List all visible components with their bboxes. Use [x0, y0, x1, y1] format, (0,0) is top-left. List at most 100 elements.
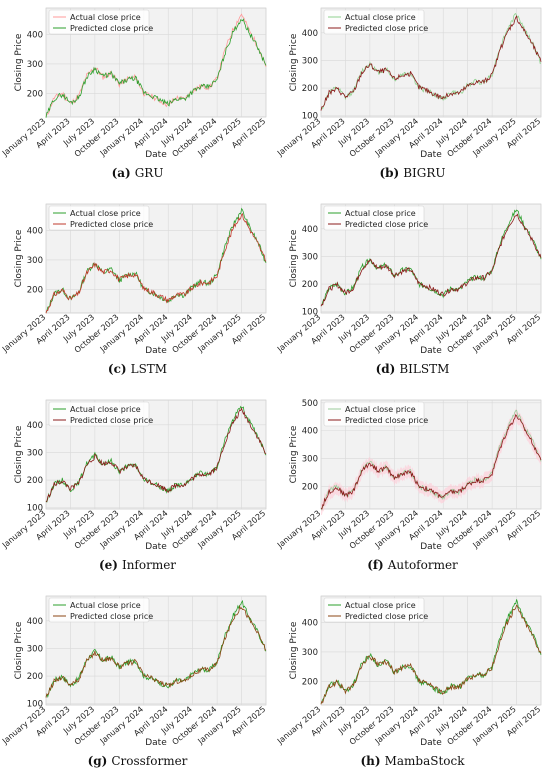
legend: Actual close price Predicted close price: [323, 9, 428, 35]
legend-label: Predicted close price: [70, 612, 153, 621]
legend-label: Actual close price: [70, 601, 141, 610]
series-predicted-close-price: [320, 413, 542, 510]
legend-label: Actual close price: [70, 405, 141, 414]
caption-letter: (g): [87, 754, 108, 768]
legend-frame: [48, 401, 150, 427]
y-tick-label: 200: [302, 280, 318, 290]
y-tick-label: 200: [27, 476, 43, 486]
y-tick-label: 400: [302, 427, 318, 437]
y-tick-label: 100: [302, 112, 318, 122]
y-tick-label: 400: [302, 225, 318, 235]
panel-caption: (a) GRU: [0, 166, 275, 180]
series-actual-close-price: [45, 405, 267, 503]
y-tick-label: 300: [27, 644, 43, 654]
panel-caption: (f) Autoformer: [275, 558, 550, 572]
x-axis-label: Date: [145, 542, 167, 552]
panel-caption: (b) BIGRU: [275, 166, 550, 180]
y-tick-label: 400: [302, 619, 318, 629]
caption-model-name: BILSTM: [399, 362, 450, 376]
series-predicted-close-price: [320, 604, 542, 705]
series-actual-close-price: [320, 409, 542, 511]
x-axis-label: Date: [420, 738, 442, 748]
legend-label: Actual close price: [345, 601, 416, 610]
y-axis-label: Closing Price: [14, 33, 24, 91]
chart-panel-informer: 100 200 300 400 January 2023 April 2023 July 2…: [0, 392, 275, 588]
series-predicted-close-price: [320, 15, 542, 111]
series-predicted-close-price: [320, 213, 542, 307]
caption-letter: (a): [111, 166, 131, 180]
y-tick-label: 400: [27, 31, 43, 41]
chart-panel-gru: 200 300 400 January 2023 April 2023 July 2023…: [0, 0, 275, 196]
caption-letter: (h): [360, 754, 381, 768]
series-predicted-close-price: [45, 605, 267, 698]
x-axis-label: Date: [420, 346, 442, 356]
panel-caption: (e) Informer: [0, 558, 275, 572]
x-axis-label: Date: [145, 346, 167, 356]
x-axis-label: Date: [145, 150, 167, 160]
y-axis-label: Closing Price: [14, 621, 24, 679]
y-tick-label: 200: [302, 84, 318, 94]
legend-frame: [48, 9, 150, 35]
legend-label: Actual close price: [345, 405, 416, 414]
y-tick-label: 200: [27, 285, 43, 295]
series-predicted-close-price: [45, 407, 267, 503]
legend-label: Predicted close price: [70, 416, 153, 425]
caption-model-name: Autoformer: [387, 558, 458, 572]
y-tick-label: 300: [302, 56, 318, 66]
legend-label: Actual close price: [70, 13, 141, 22]
y-axis-label: Closing Price: [14, 425, 24, 483]
legend-label: Predicted close price: [345, 416, 428, 425]
series-predicted-close-price: [45, 18, 267, 118]
legend-label: Actual close price: [345, 209, 416, 218]
caption-model-name: GRU: [134, 166, 164, 180]
series-actual-close-price: [320, 599, 542, 704]
caption-letter: (e): [98, 558, 118, 572]
y-tick-label: 200: [302, 483, 318, 493]
legend-label: Actual close price: [345, 13, 416, 22]
chart-panel-bigru: 100 200 300 400 January 2023 April 2023 July 2…: [275, 0, 550, 196]
y-axis-label: Closing Price: [289, 621, 299, 679]
series-actual-close-price: [320, 13, 542, 110]
y-tick-label: 400: [27, 421, 43, 431]
caption-letter: (b): [379, 166, 400, 180]
y-tick-label: 400: [302, 29, 318, 39]
y-tick-label: 500: [302, 399, 318, 409]
x-axis-label: Date: [145, 738, 167, 748]
legend: Actual close price Predicted close price: [323, 597, 428, 623]
legend-frame: [323, 401, 425, 427]
x-axis-label: Date: [420, 542, 442, 552]
caption-model-name: MambaStock: [384, 754, 465, 768]
chart-panel-mambastock: 200 300 400 January 2023 April 2023 July 2023…: [275, 588, 550, 784]
legend: Actual close price Predicted close price: [48, 597, 153, 623]
series-predicted-close-price: [45, 213, 267, 314]
y-tick-label: 300: [302, 648, 318, 658]
legend-frame: [323, 597, 425, 623]
legend-label: Predicted close price: [70, 24, 153, 33]
y-tick-label: 100: [302, 308, 318, 318]
caption-model-name: BIGRU: [403, 166, 446, 180]
caption-model-name: Crossformer: [111, 754, 188, 768]
y-tick-label: 200: [27, 672, 43, 682]
legend-frame: [48, 205, 150, 231]
legend: Actual close price Predicted close price: [48, 9, 153, 35]
y-axis-label: Closing Price: [289, 33, 299, 91]
y-tick-label: 300: [302, 455, 318, 465]
y-tick-label: 100: [27, 700, 43, 710]
y-axis-label: Closing Price: [14, 229, 24, 287]
chart-panel-lstm: 200 300 400 January 2023 April 2023 July 2023…: [0, 196, 275, 392]
legend-label: Predicted close price: [70, 220, 153, 229]
chart-panel-bilstm: 100 200 300 400 January 2023 April 2023 July 2…: [275, 196, 550, 392]
chart-panel-crossformer: 100 200 300 400 January 2023 April 2023 July 2…: [0, 588, 275, 784]
panel-caption: (g) Crossformer: [0, 754, 275, 768]
y-tick-label: 200: [27, 89, 43, 99]
y-tick-label: 400: [27, 617, 43, 627]
